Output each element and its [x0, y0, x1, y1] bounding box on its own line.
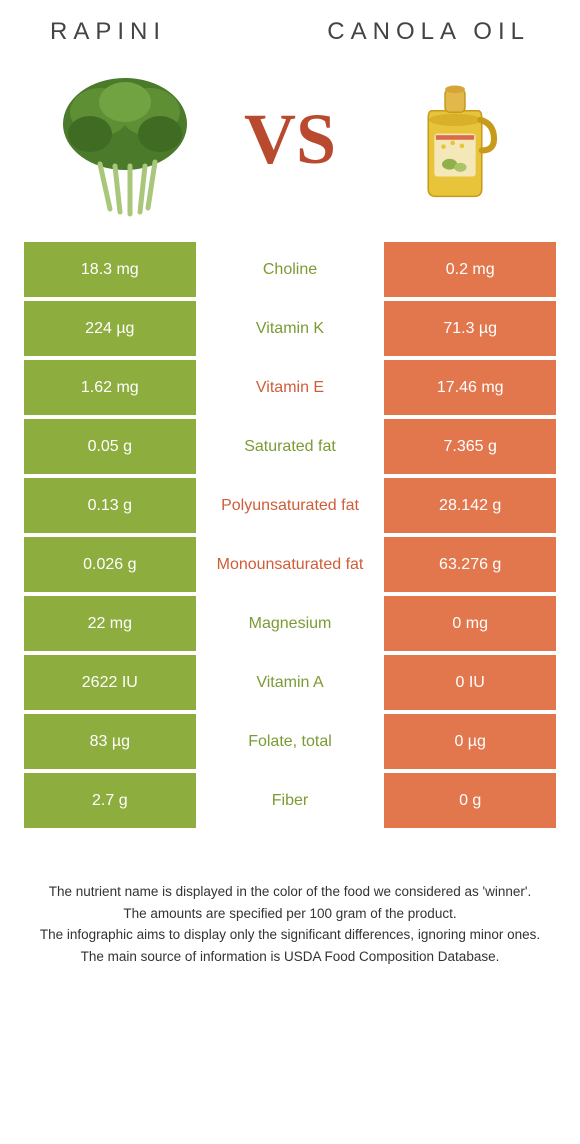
left-value-cell: 2622 IU — [24, 655, 196, 710]
table-row: 0.026 gMonounsaturated fat63.276 g — [24, 537, 556, 592]
right-value-cell: 0 g — [384, 773, 556, 828]
vs-label: VS — [244, 98, 336, 181]
table-row: 2622 IUVitamin A0 IU — [24, 655, 556, 710]
footer-line: The infographic aims to display only the… — [30, 925, 550, 945]
right-value-cell: 28.142 g — [384, 478, 556, 533]
left-value-cell: 224 µg — [24, 301, 196, 356]
left-value-cell: 2.7 g — [24, 773, 196, 828]
nutrient-name-cell: Vitamin A — [196, 655, 385, 710]
table-row: 2.7 gFiber0 g — [24, 773, 556, 828]
right-value-cell: 63.276 g — [384, 537, 556, 592]
table-row: 0.13 gPolyunsaturated fat28.142 g — [24, 478, 556, 533]
nutrient-name-cell: Vitamin E — [196, 360, 385, 415]
right-value-cell: 71.3 µg — [384, 301, 556, 356]
rapini-image — [40, 54, 210, 224]
nutrient-name-cell: Monounsaturated fat — [196, 537, 385, 592]
images-row: VS — [0, 46, 580, 242]
right-value-cell: 0 mg — [384, 596, 556, 651]
nutrient-name-cell: Polyunsaturated fat — [196, 478, 385, 533]
nutrient-name-cell: Folate, total — [196, 714, 385, 769]
right-food-title: Canola oil — [327, 18, 530, 46]
right-value-cell: 0 µg — [384, 714, 556, 769]
right-value-cell: 0.2 mg — [384, 242, 556, 297]
table-row: 1.62 mgVitamin E17.46 mg — [24, 360, 556, 415]
left-value-cell: 1.62 mg — [24, 360, 196, 415]
right-value-cell: 7.365 g — [384, 419, 556, 474]
left-value-cell: 22 mg — [24, 596, 196, 651]
left-value-cell: 0.13 g — [24, 478, 196, 533]
footer-line: The amounts are specified per 100 gram o… — [30, 904, 550, 924]
right-value-cell: 17.46 mg — [384, 360, 556, 415]
right-value-cell: 0 IU — [384, 655, 556, 710]
comparison-table: 18.3 mgCholine0.2 mg224 µgVitamin K71.3 … — [0, 242, 580, 828]
nutrient-name-cell: Magnesium — [196, 596, 385, 651]
left-value-cell: 0.026 g — [24, 537, 196, 592]
left-food-title: Rapini — [50, 18, 166, 46]
canola-oil-image — [370, 54, 540, 224]
table-row: 0.05 gSaturated fat7.365 g — [24, 419, 556, 474]
header: Rapini Canola oil — [0, 0, 580, 46]
table-row: 83 µgFolate, total0 µg — [24, 714, 556, 769]
left-value-cell: 83 µg — [24, 714, 196, 769]
table-row: 224 µgVitamin K71.3 µg — [24, 301, 556, 356]
footer-line: The nutrient name is displayed in the co… — [30, 882, 550, 902]
nutrient-name-cell: Fiber — [196, 773, 385, 828]
nutrient-name-cell: Choline — [196, 242, 385, 297]
table-row: 18.3 mgCholine0.2 mg — [24, 242, 556, 297]
nutrient-name-cell: Vitamin K — [196, 301, 385, 356]
nutrient-name-cell: Saturated fat — [196, 419, 385, 474]
left-value-cell: 0.05 g — [24, 419, 196, 474]
footer-line: The main source of information is USDA F… — [30, 947, 550, 967]
left-value-cell: 18.3 mg — [24, 242, 196, 297]
table-row: 22 mgMagnesium0 mg — [24, 596, 556, 651]
footer-notes: The nutrient name is displayed in the co… — [0, 832, 580, 966]
